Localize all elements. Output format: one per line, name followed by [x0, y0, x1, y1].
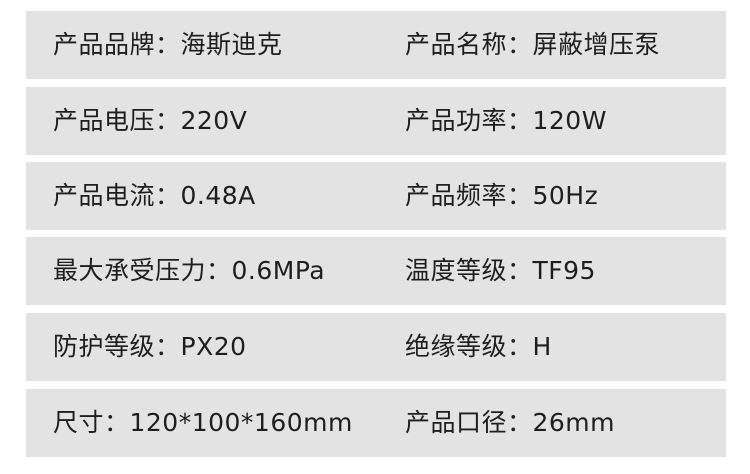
spec-power: 产品功率：120W — [405, 106, 607, 135]
spec-product-name: 产品名称：屏蔽增压泵 — [405, 30, 661, 59]
spec-row: 尺寸：120*100*160mm 产品口径：26mm — [26, 389, 726, 457]
spec-temperature-class: 温度等级：TF95 — [405, 256, 596, 285]
spec-frequency: 产品频率：50Hz — [405, 181, 599, 210]
spec-brand: 产品品牌：海斯迪克 — [53, 30, 283, 59]
spec-dimensions: 尺寸：120*100*160mm — [53, 408, 353, 437]
spec-row: 产品品牌：海斯迪克 产品名称：屏蔽增压泵 — [26, 11, 726, 79]
spec-row: 最大承受压力：0.6MPa 温度等级：TF95 — [26, 237, 726, 305]
spec-port-diameter: 产品口径：26mm — [405, 408, 616, 437]
spec-insulation-class: 绝缘等级：H — [405, 332, 552, 361]
spec-row: 产品电流：0.48A 产品频率：50Hz — [26, 162, 726, 230]
spec-max-pressure: 最大承受压力：0.6MPa — [53, 256, 326, 285]
spec-protection-class: 防护等级：PX20 — [53, 332, 247, 361]
spec-row: 产品电压：220V 产品功率：120W — [26, 87, 726, 155]
spec-current: 产品电流：0.48A — [53, 181, 256, 210]
spec-voltage: 产品电压：220V — [53, 106, 248, 135]
spec-row: 防护等级：PX20 绝缘等级：H — [26, 313, 726, 381]
